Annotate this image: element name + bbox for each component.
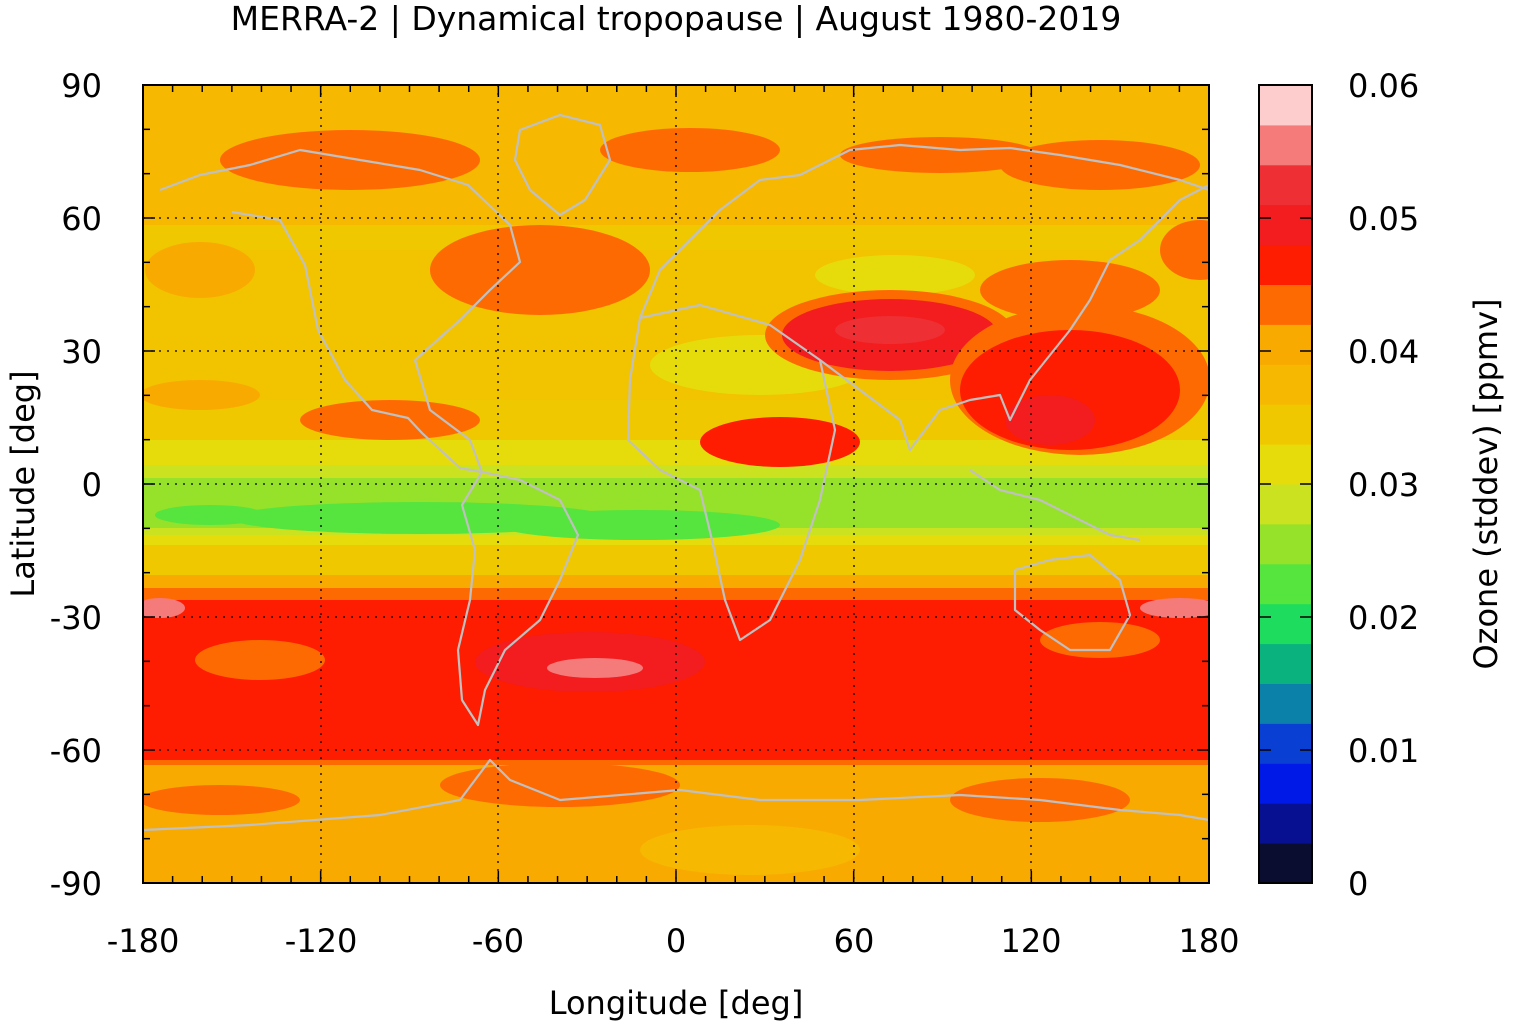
y-tick-label: 30 [61,333,102,371]
colorbar-swatch [1259,803,1312,844]
stddev-field [143,85,1209,883]
y-axis: 90 60 30 0 -30 -60 -90 [50,67,102,903]
coastline-europe [638,143,1209,319]
coastline-south-america [456,470,580,727]
colorbar-swatch [1259,563,1312,605]
colorbar-swatch [1259,603,1312,645]
coastline-maritime-continent [969,469,1141,542]
colorbar-tick-label: 0 [1348,865,1368,903]
colorbar-swatch [1259,523,1312,565]
colorbar-swatch [1259,444,1312,485]
coastline-antarctica [143,758,1209,832]
y-tick-label: -30 [50,599,102,637]
colorbar-tick-label: 0.05 [1348,200,1419,238]
minor-ticks [142,84,1210,884]
colorbar-swatch [1259,324,1312,365]
x-tick-label: -180 [107,922,180,960]
colorbar-tick-label: 0.01 [1348,732,1419,770]
colorbar-swatch [1259,404,1312,445]
coastline-greenland [513,113,612,217]
grid-lines [143,85,1209,883]
colorbar-swatch [1259,723,1312,764]
colorbar-swatch [1259,484,1312,525]
coastline-asia [819,184,1209,452]
colorbar-tick-label: 0.04 [1348,333,1419,371]
coastline-africa [626,303,837,642]
x-axis-label: Longitude [deg] [549,984,804,1022]
x-tick-label: -120 [285,922,358,960]
colorbar-swatch [1259,244,1312,285]
chart-title: MERRA-2 | Dynamical tropopause | August … [231,0,1122,38]
coastline-north-america [159,148,522,474]
y-tick-label: 60 [61,200,102,238]
colorbar-swatch [1259,683,1312,724]
coastlines [143,113,1209,832]
colorbar-ticks [1259,217,1312,751]
colorbar-swatch [1259,364,1312,405]
colorbar-label: Ozone (stddev) [ppmv] [1467,298,1505,669]
colorbar-swatch [1259,124,1312,166]
y-tick-label: -90 [50,865,102,903]
colorbar-swatch [1259,85,1312,126]
x-tick-label: 60 [834,922,875,960]
colorbar-tick-label: 0.02 [1348,599,1419,637]
map-plot-area [143,85,1209,883]
coastline-australia [1013,553,1132,652]
colorbar-swatch [1259,164,1312,206]
colorbar-tick-label: 0.03 [1348,466,1419,504]
colorbar-swatch [1259,204,1312,246]
y-tick-label: -60 [50,732,102,770]
colorbar-swatch [1259,643,1312,684]
y-axis-label: Latitude [deg] [4,370,42,597]
colorbar: 0.06 0.05 0.04 0.03 0.02 0.01 0 Ozone (s… [1258,67,1505,903]
colorbar-swatch [1259,763,1312,804]
x-tick-label: 120 [1000,922,1061,960]
colorbar-swatch [1259,284,1312,325]
x-tick-label: 0 [666,922,686,960]
colorbar-tick-labels: 0.06 0.05 0.04 0.03 0.02 0.01 0 [1348,67,1419,903]
x-tick-label: 180 [1178,922,1239,960]
colorbar-swatches [1259,85,1312,884]
x-axis: -180 -120 -60 0 60 120 180 [107,922,1240,960]
y-tick-label: 0 [82,466,102,504]
x-tick-label: -60 [472,922,524,960]
y-tick-label: 90 [61,67,102,105]
colorbar-swatch [1259,843,1312,884]
colorbar-tick-label: 0.06 [1348,67,1419,105]
